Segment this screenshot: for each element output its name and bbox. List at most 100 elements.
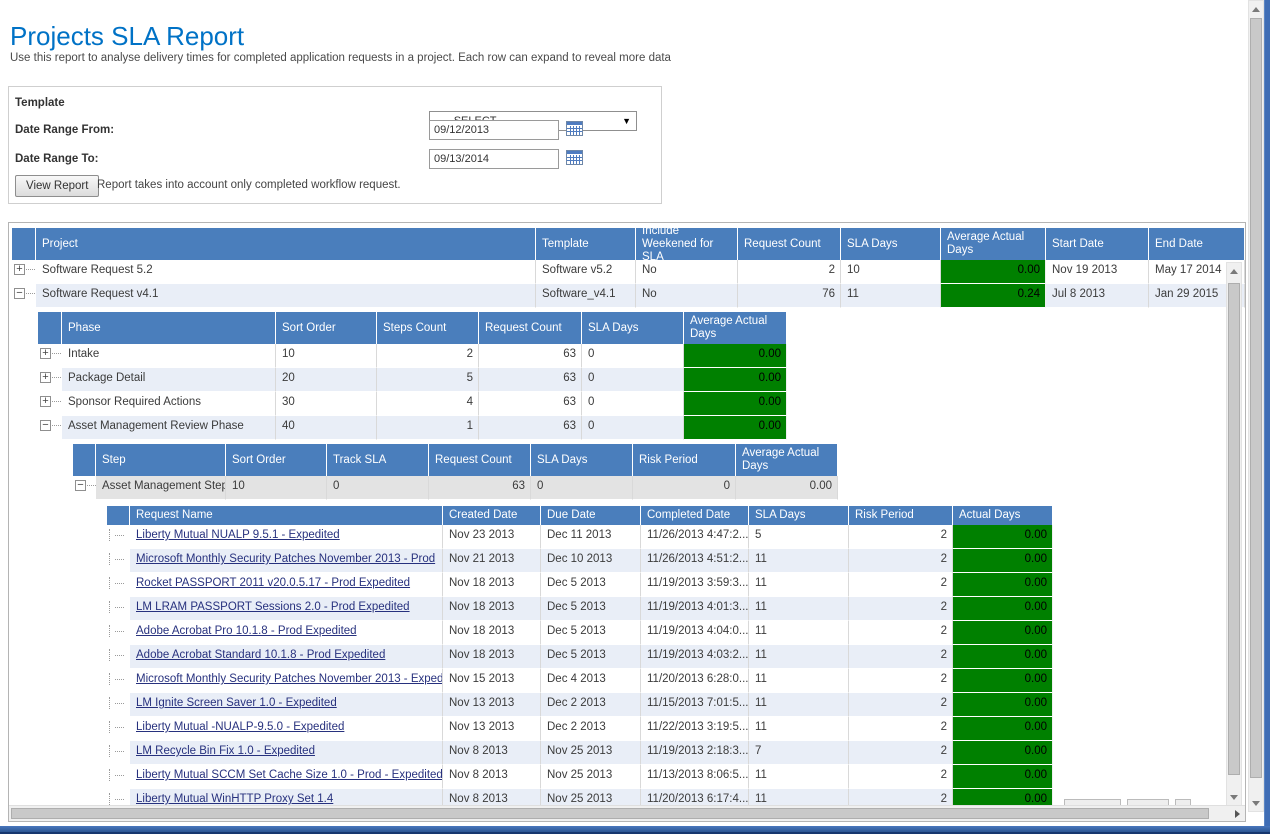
phase-row[interactable]: Intake 10 2 63 0 0.00 xyxy=(38,344,1245,368)
expand-toggle-icon[interactable] xyxy=(40,372,51,383)
request-link[interactable]: LM LRAM PASSPORT Sessions 2.0 - Prod Exp… xyxy=(136,601,410,613)
request-link[interactable]: Liberty Mutual NUALP 9.5.1 - Expedited xyxy=(136,529,340,541)
request-row[interactable]: LM Recycle Bin Fix 1.0 - Expedited Nov 8… xyxy=(107,741,1245,765)
col-header-request-count: Request Count xyxy=(738,228,841,260)
project-row[interactable]: Software Request 5.2 Software v5.2 No 2 … xyxy=(12,260,1245,284)
phase-name-cell: Intake xyxy=(62,344,276,368)
sla-days-cell: 10 xyxy=(841,260,941,284)
due-date-cell: Dec 5 2013 xyxy=(541,645,641,669)
request-row[interactable]: Liberty Mutual -NUALP-9.5.0 - Expedited … xyxy=(107,717,1245,741)
request-row[interactable]: LM LRAM PASSPORT Sessions 2.0 - Prod Exp… xyxy=(107,597,1245,621)
due-date-cell: Dec 4 2013 xyxy=(541,669,641,693)
date-to-calendar-icon[interactable] xyxy=(565,150,584,167)
scroll-down-button[interactable] xyxy=(1249,796,1263,810)
sla-days-cell: 0 xyxy=(531,476,633,500)
request-link[interactable]: Microsoft Monthly Security Patches Novem… xyxy=(136,553,435,565)
created-date-cell: Nov 18 2013 xyxy=(443,573,541,597)
due-date-cell: Dec 2 2013 xyxy=(541,717,641,741)
tree-dots-icon xyxy=(115,583,124,584)
created-date-cell: Nov 18 2013 xyxy=(443,645,541,669)
scroll-down-button[interactable] xyxy=(1227,790,1241,804)
completed-date-cell: 11/19/2013 4:03:2... xyxy=(641,645,749,669)
scrollbar-thumb[interactable] xyxy=(1250,18,1262,778)
phase-row[interactable]: Asset Management Review Phase 40 1 63 0 … xyxy=(38,416,1245,440)
request-row[interactable]: Adobe Acrobat Standard 10.1.8 - Prod Exp… xyxy=(107,645,1245,669)
date-from-calendar-icon[interactable] xyxy=(565,121,584,138)
project-row[interactable]: Software Request v4.1 Software_v4.1 No 7… xyxy=(12,284,1245,308)
date-from-input[interactable] xyxy=(429,120,559,140)
scroll-up-button[interactable] xyxy=(1227,264,1241,278)
phase-row[interactable]: Sponsor Required Actions 30 4 63 0 0.00 xyxy=(38,392,1245,416)
request-row[interactable]: Liberty Mutual SCCM Set Cache Size 1.0 -… xyxy=(107,765,1245,789)
include-weekend-cell: No xyxy=(636,284,738,308)
request-row[interactable]: Microsoft Monthly Security Patches Novem… xyxy=(107,549,1245,573)
row-expander[interactable] xyxy=(12,284,36,308)
expand-toggle-icon[interactable] xyxy=(14,288,25,299)
request-row[interactable]: Adobe Acrobat Pro 10.1.8 - Prod Expedite… xyxy=(107,621,1245,645)
risk-period-cell: 2 xyxy=(849,597,953,621)
request-link[interactable]: LM Ignite Screen Saver 1.0 - Expedited xyxy=(136,697,337,709)
row-expander[interactable] xyxy=(38,344,62,368)
include-weekend-cell: No xyxy=(636,260,738,284)
tree-leaf-icon xyxy=(109,649,114,661)
scroll-right-button[interactable] xyxy=(1230,807,1244,821)
step-row[interactable]: Asset Management Step 10 0 63 0 0 0.00 xyxy=(73,476,1245,500)
col-header-due-date: Due Date xyxy=(541,506,641,525)
window-frame-right xyxy=(1264,0,1270,834)
request-link[interactable]: Rocket PASSPORT 2011 v20.0.5.17 - Prod E… xyxy=(136,577,410,589)
page-vertical-scrollbar[interactable] xyxy=(1248,0,1264,812)
request-link[interactable]: Liberty Mutual WinHTTP Proxy Set 1.4 xyxy=(136,793,333,805)
row-expander[interactable] xyxy=(73,476,96,500)
completed-date-cell: 11/19/2013 3:59:3... xyxy=(641,573,749,597)
template-cell: Software v5.2 xyxy=(536,260,636,284)
row-expander[interactable] xyxy=(12,260,36,284)
created-date-cell: Nov 23 2013 xyxy=(443,525,541,549)
expand-toggle-icon[interactable] xyxy=(14,264,25,275)
scrollbar-thumb[interactable] xyxy=(11,808,1209,819)
col-header-avg-actual-days: Average Actual Days xyxy=(736,444,838,476)
expand-toggle-icon[interactable] xyxy=(75,480,86,491)
scrollbar-thumb[interactable] xyxy=(1228,283,1240,775)
step-table: Step Sort Order Track SLA Request Count … xyxy=(73,444,1245,500)
expand-toggle-icon[interactable] xyxy=(40,420,51,431)
row-expander[interactable] xyxy=(38,416,62,440)
request-count-cell: 63 xyxy=(479,392,582,416)
tree-dots-icon xyxy=(52,377,61,378)
completed-date-cell: 11/19/2013 2:18:3... xyxy=(641,741,749,765)
sort-order-cell: 40 xyxy=(276,416,377,440)
col-header-template: Template xyxy=(536,228,636,260)
request-row[interactable]: Microsoft Monthly Security Patches Novem… xyxy=(107,669,1245,693)
expand-toggle-icon[interactable] xyxy=(40,348,51,359)
request-link[interactable]: Adobe Acrobat Standard 10.1.8 - Prod Exp… xyxy=(136,649,385,661)
view-report-button[interactable]: View Report xyxy=(15,175,99,197)
tree-dots-icon xyxy=(115,727,124,728)
request-link[interactable]: Adobe Acrobat Pro 10.1.8 - Prod Expedite… xyxy=(136,625,357,637)
grid-vertical-scrollbar[interactable] xyxy=(1226,262,1242,806)
row-expander xyxy=(107,573,130,597)
scroll-up-button[interactable] xyxy=(1249,2,1263,16)
phase-row[interactable]: Package Detail 20 5 63 0 0.00 xyxy=(38,368,1245,392)
due-date-cell: Dec 2 2013 xyxy=(541,693,641,717)
expand-toggle-icon[interactable] xyxy=(40,396,51,407)
tree-leaf-icon xyxy=(109,769,114,781)
row-expander[interactable] xyxy=(38,368,62,392)
page-description: Use this report to analyse delivery time… xyxy=(10,52,671,64)
row-expander[interactable] xyxy=(38,392,62,416)
request-row[interactable]: Rocket PASSPORT 2011 v20.0.5.17 - Prod E… xyxy=(107,573,1245,597)
request-row[interactable]: Liberty Mutual NUALP 9.5.1 - Expedited N… xyxy=(107,525,1245,549)
request-link[interactable]: LM Recycle Bin Fix 1.0 - Expedited xyxy=(136,745,315,757)
row-expander xyxy=(107,669,130,693)
request-link[interactable]: Microsoft Monthly Security Patches Novem… xyxy=(136,673,443,685)
request-link[interactable]: Liberty Mutual -NUALP-9.5.0 - Expedited xyxy=(136,721,344,733)
date-to-input[interactable] xyxy=(429,149,559,169)
tree-dots-icon xyxy=(115,679,124,680)
row-expander xyxy=(107,645,130,669)
request-link[interactable]: Liberty Mutual SCCM Set Cache Size 1.0 -… xyxy=(136,769,443,781)
col-header-phase: Phase xyxy=(62,312,276,344)
tree-leaf-icon xyxy=(109,721,114,733)
tree-dots-icon xyxy=(115,631,124,632)
tree-dots-icon xyxy=(52,353,61,354)
grid-horizontal-scrollbar[interactable] xyxy=(9,805,1245,821)
request-row[interactable]: LM Ignite Screen Saver 1.0 - Expedited N… xyxy=(107,693,1245,717)
tree-dots-icon xyxy=(115,559,124,560)
